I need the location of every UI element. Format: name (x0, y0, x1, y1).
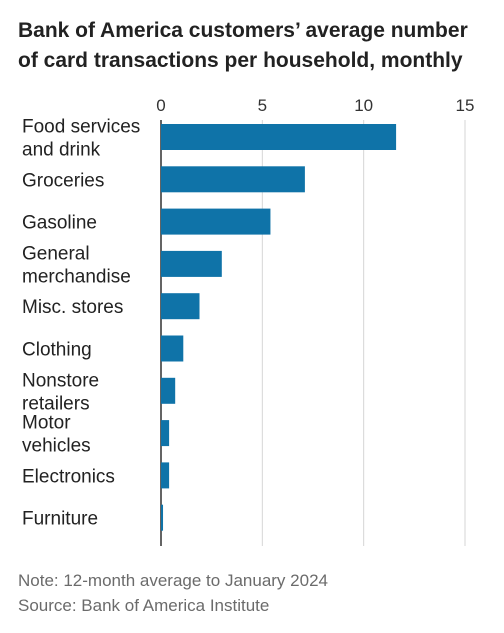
category-label: Groceries (22, 170, 104, 191)
chart-notes: Note: 12-month average to January 2024 S… (18, 568, 328, 618)
category-label: Electronics (22, 466, 115, 487)
chart-title: Bank of America customers’ average numbe… (18, 19, 468, 72)
category-label: Gasoline (22, 213, 97, 234)
category-label: Furniture (22, 509, 98, 530)
note-text: Note: 12-month average to January 2024 (18, 571, 328, 590)
x-tick-label-10: 10 (354, 96, 373, 115)
bars (161, 124, 397, 531)
category-label: Motor vehicles (22, 413, 91, 457)
bar-nonstore-retailers (161, 377, 176, 404)
bar-chart: 0 5 10 15 Food services and drink Groceries Ga… (22, 96, 474, 546)
x-axis-ticks: 0 5 10 15 (156, 96, 474, 115)
bar-clothing (161, 335, 184, 362)
x-tick-label-15: 15 (456, 96, 475, 115)
bar-gasoline (161, 208, 271, 235)
bar-electronics (161, 462, 170, 489)
category-label: Clothing (22, 340, 92, 361)
category-label: Nonstore retailers (22, 370, 99, 414)
category-label: Misc. stores (22, 297, 123, 318)
bar-misc-stores (161, 293, 200, 320)
bar-motor-vehicles (161, 420, 170, 447)
category-label: Food services and drink (22, 117, 140, 161)
category-labels: Food services and drink Groceries Gasoline G… (22, 117, 140, 530)
source-text: Source: Bank of America Institute (18, 596, 270, 615)
bar-furniture (161, 504, 164, 531)
bar-general-merchandise (161, 250, 222, 277)
bar-food-services-and-drink (161, 124, 397, 150)
bar-groceries (161, 166, 305, 193)
x-tick-label-0: 0 (156, 96, 165, 115)
category-label: General merchandise (22, 243, 131, 287)
x-tick-label-5: 5 (258, 96, 267, 115)
